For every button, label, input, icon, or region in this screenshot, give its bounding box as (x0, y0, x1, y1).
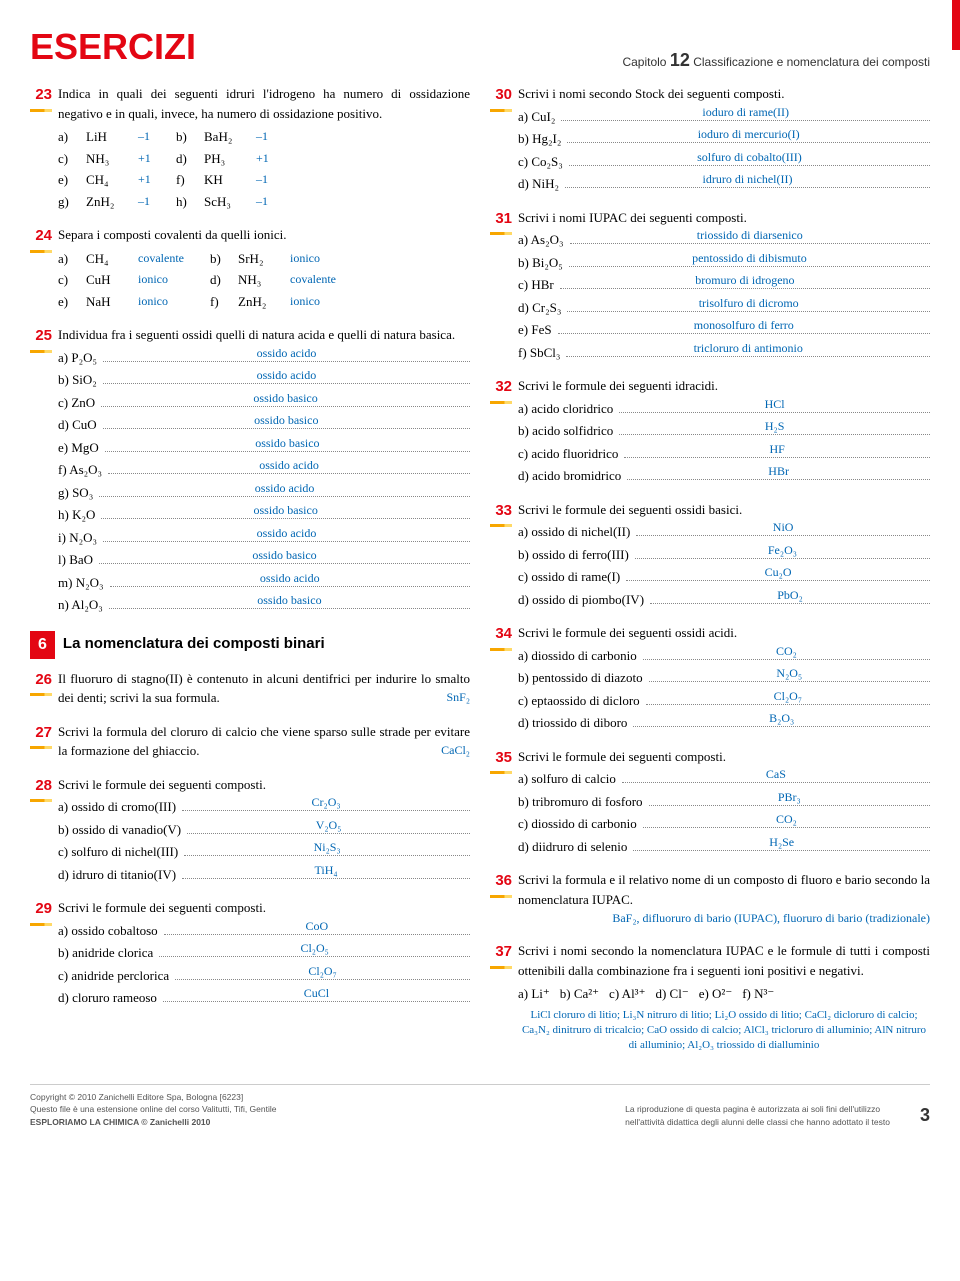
exercise-27: 27 Scrivi la formula del cloruro di calc… (30, 722, 470, 761)
exercise-number: 23 (30, 84, 52, 112)
page-header: ESERCIZI Capitolo 12 Classificazione e n… (30, 20, 930, 74)
section-6-header: 6 La nomenclatura dei composti binari (30, 631, 470, 659)
exercise-34: 34 Scrivi le formule dei seguenti ossidi… (490, 623, 930, 733)
exercise-25: 25 Individua fra i seguenti ossidi quell… (30, 325, 470, 615)
exercise-24: 24 Separa i composti covalenti da quelli… (30, 225, 470, 311)
left-column: 23 Indica in quali dei seguenti idruri l… (30, 84, 470, 1068)
exercise-31: 31 Scrivi i nomi IUPAC dei seguenti comp… (490, 208, 930, 363)
exercise-26: 26 Il fluoruro di stagno(II) è contenuto… (30, 669, 470, 708)
exercise-37: 37 Scrivi i nomi secondo la nomenclatura… (490, 941, 930, 1054)
chapter-label: Capitolo 12 Classificazione e nomenclatu… (622, 47, 930, 74)
page-number: 3 (920, 1102, 930, 1129)
exercise-32: 32 Scrivi le formule dei seguenti idraci… (490, 376, 930, 486)
red-accent-bar (952, 0, 960, 50)
exercise-30: 30 Scrivi i nomi secondo Stock dei segue… (490, 84, 930, 194)
ex23-grid: a)LiH–1b)BaH₂–1c)NH₃+1d)PH₃+1e)CH₄+1f)KH… (58, 127, 470, 211)
exercise-23: 23 Indica in quali dei seguenti idruri l… (30, 84, 470, 211)
exercise-35: 35 Scrivi le formule dei seguenti compos… (490, 747, 930, 857)
exercise-36: 36 Scrivi la formula e il relativo nome … (490, 870, 930, 927)
exercise-29: 29 Scrivi le formule dei seguenti compos… (30, 898, 470, 1008)
page-footer: Copyright © 2010 Zanichelli Editore Spa,… (30, 1084, 930, 1129)
exercise-33: 33 Scrivi le formule dei seguenti ossidi… (490, 500, 930, 610)
exercise-28: 28 Scrivi le formule dei seguenti compos… (30, 775, 470, 885)
page-title: ESERCIZI (30, 20, 196, 74)
right-column: 30 Scrivi i nomi secondo Stock dei segue… (490, 84, 930, 1068)
